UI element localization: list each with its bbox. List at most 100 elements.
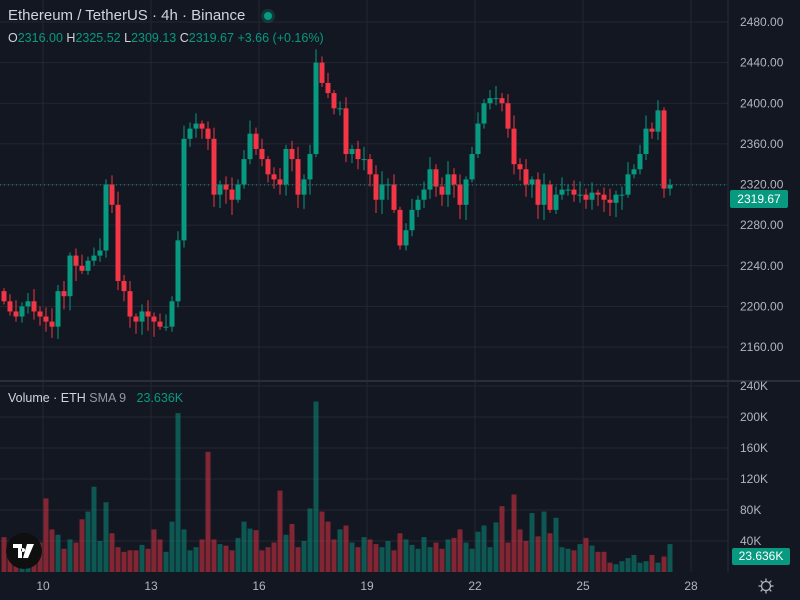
candle-body [301,179,307,195]
volume-bar [109,533,115,572]
volume-bar [157,539,163,572]
volume-bar [517,529,523,572]
candle-body [457,184,463,205]
candle-body [97,250,103,256]
volume-axis[interactable]: 240K 200K 160K 120K 80K 40K [740,379,768,548]
grid-lines [0,0,728,572]
volume-bar [667,544,673,572]
volume-legend[interactable]: Volume · ETH SMA 9 23.636K [8,391,183,405]
volume-bar [205,451,211,572]
candle-body [7,301,13,312]
time-axis[interactable]: 10 13 16 19 22 25 28 [36,579,698,593]
volume-bar [463,542,469,572]
volume-bar [379,547,385,572]
candle-body [73,255,79,266]
volume-sma: SMA 9 [89,391,127,405]
volume-bar [337,529,343,572]
volume-bar [271,542,277,572]
volume-bar [229,550,235,572]
candle-body [223,184,229,190]
symbol-legend[interactable]: Ethereum / TetherUS · 4h · Binance [8,7,276,24]
volume-bar [385,541,391,572]
volume-bar [283,534,289,572]
volume-bar [589,545,595,572]
candle-body [553,194,559,210]
candle-body [613,194,619,203]
current-volume-tag: 23.636K [732,548,790,565]
volume-bar [601,551,607,572]
candle-body [481,103,487,124]
candle-body [511,128,517,165]
time-tick: 13 [144,579,158,593]
candle-body [115,204,121,281]
candle-body [373,174,379,200]
price-tick: 2360.00 [740,137,784,151]
volume-bar [169,521,175,572]
volume-bar [199,539,205,572]
volume-bar [79,519,85,572]
candle-body [175,240,181,302]
price-tick: 2440.00 [740,56,784,70]
candle-body [547,184,553,210]
candle-body [649,128,655,132]
market-status-icon[interactable] [261,8,276,23]
volume-bar [493,522,499,572]
volume-bar [217,544,223,572]
volume-bar [631,554,637,572]
candle-body [43,316,49,322]
volume-tick: 200K [740,410,768,424]
candle-body [271,174,277,180]
volume-bar [451,537,457,572]
candle-body [55,291,61,327]
volume-bar [73,542,79,572]
candle-body [589,192,595,200]
volume-bar [97,541,103,572]
volume-bar [487,547,493,572]
volume-bar [625,558,631,572]
candle-body [259,148,265,160]
volume-bar [403,539,409,572]
candle-body [1,291,7,302]
volume-bar [187,550,193,572]
current-price-tag: 2319.67 [730,190,788,208]
gear-icon[interactable] [758,578,774,594]
volume-bar [373,544,379,572]
candle-body [403,230,409,246]
candle-body [265,159,271,175]
tradingview-logo[interactable] [6,533,42,569]
volume-bar [559,547,565,572]
candle-body [283,148,289,185]
candle-body [535,179,541,205]
time-tick: 19 [360,579,374,593]
candle-body [121,280,127,292]
price-tick: 2240.00 [740,259,784,273]
volume-bar [457,529,463,572]
candle-body [415,199,421,210]
candle-body [151,316,157,322]
candle-body [631,169,637,175]
candle-body [361,159,367,161]
volume-bar [259,550,265,572]
volume-bar [541,511,547,572]
candle-body [31,301,37,312]
high-label: H [66,31,76,45]
volume-bar [529,513,535,572]
candle-body [475,123,481,155]
volume-bar [637,562,643,572]
volume-bar [523,541,529,572]
candle-body [529,179,535,185]
volume-bar [421,537,427,572]
candle-body [349,148,355,155]
volume-bar [649,554,655,572]
volume-bar [427,547,433,572]
candle-body [67,255,73,297]
volume-bar [61,548,67,572]
candle-body [469,154,475,180]
price-axis[interactable]: 2480.00 2440.00 2400.00 2360.00 2320.00 2280.… [740,15,784,354]
volume-tick: 240K [740,379,768,393]
candle-body [211,138,217,195]
high-value: 2325.52 [75,31,121,45]
volume-bar [55,534,61,572]
low-value: 2309.13 [131,31,177,45]
